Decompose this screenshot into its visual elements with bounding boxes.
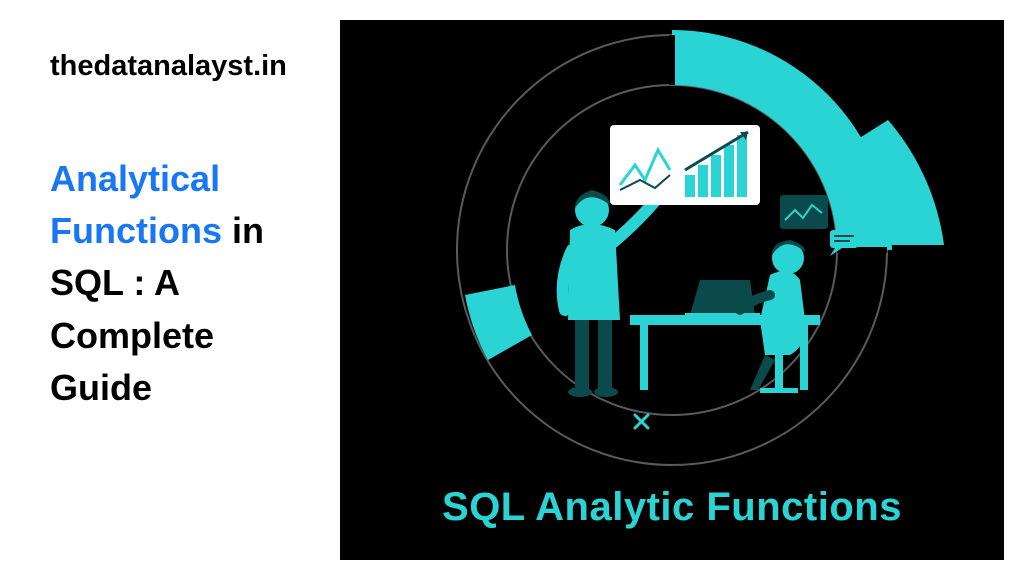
- page-title: Analytical Functions in SQL : A Complete…: [50, 153, 310, 414]
- illustration-caption: SQL Analytic Functions: [340, 485, 1004, 530]
- left-panel: thedatanalayst.in Analytical Functions i…: [0, 0, 340, 580]
- right-panel: SQL Analytic Functions: [340, 0, 1024, 580]
- sql-analytics-illustration: [340, 20, 1004, 560]
- site-name: thedatanalayst.in: [50, 50, 310, 83]
- illustration-box: SQL Analytic Functions: [340, 20, 1004, 560]
- title-part-analytical: Analytical Functions: [50, 158, 222, 251]
